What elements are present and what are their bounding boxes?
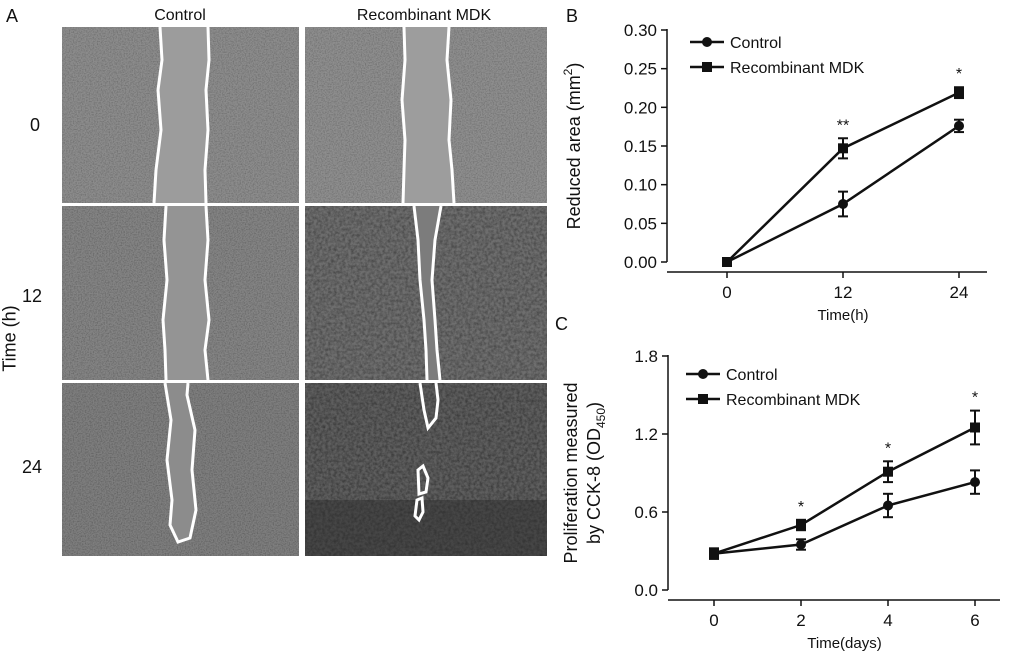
x-tick-label: 2 bbox=[796, 611, 805, 630]
y-axis-label-tail: ) bbox=[564, 63, 584, 69]
legend-marker-circle bbox=[698, 369, 708, 379]
panel-a-letter: A bbox=[6, 6, 19, 26]
row-label-24: 24 bbox=[22, 457, 43, 477]
micrograph-control-0h bbox=[62, 26, 299, 204]
y-tick-label: 0.10 bbox=[624, 176, 657, 195]
y-axis-label-line2-main: by CCK-8 (OD bbox=[584, 428, 604, 544]
x-axis-label: Time(days) bbox=[807, 635, 881, 652]
column-header-control: Control bbox=[154, 7, 206, 24]
legend-label: Control bbox=[726, 367, 778, 384]
data-point-control bbox=[970, 477, 980, 488]
micrograph-mdk-12h bbox=[305, 205, 547, 381]
micrograph-control-24h bbox=[62, 382, 299, 556]
micrograph-mdk-0h bbox=[305, 26, 547, 204]
significance-marker: * bbox=[972, 390, 978, 407]
row-label-12: 12 bbox=[22, 286, 43, 306]
legend-marker-square bbox=[698, 394, 708, 404]
series-line-mdk bbox=[713, 426, 976, 555]
x-tick-label: 0 bbox=[722, 283, 731, 302]
significance-marker: * bbox=[885, 440, 891, 457]
data-point-mdk bbox=[709, 548, 719, 559]
legend-marker-square bbox=[702, 62, 712, 72]
data-point-mdk bbox=[970, 422, 980, 433]
chart-c-proliferation: 0.0 0.6 1.2 1.8 0 2 4 6 * * * Control Recombinant MD… bbox=[561, 347, 1000, 652]
chart-b-reduced-area: 0.000.050.100.150.200.250.300 12 24***Cont… bbox=[561, 21, 987, 324]
y-axis-label-main: Reduced area (mm bbox=[564, 75, 584, 229]
data-point-control bbox=[954, 120, 964, 131]
data-point-mdk bbox=[722, 257, 732, 267]
y-axis-label-line2-tail: ) bbox=[584, 402, 604, 408]
data-point-control bbox=[883, 500, 893, 511]
legend-label: Control bbox=[730, 35, 782, 52]
micrograph-mdk-24h bbox=[305, 382, 547, 556]
y-tick-label: 1.8 bbox=[634, 347, 658, 366]
y-tick-label: 0.00 bbox=[624, 253, 657, 272]
y-axis-label-line1: Proliferation measured bbox=[561, 382, 581, 563]
y-tick-label: 0.30 bbox=[624, 21, 657, 40]
micrograph-panels bbox=[62, 26, 547, 556]
y-tick-label: 0.15 bbox=[624, 137, 657, 156]
y-axis-label-superscript: 2 bbox=[561, 68, 575, 75]
micrograph-control-12h bbox=[62, 205, 299, 381]
series-line-control bbox=[713, 480, 976, 555]
row-label-0: 0 bbox=[30, 115, 41, 135]
y-tick-label: 0.20 bbox=[624, 98, 657, 117]
y-axis-label-line2: by CCK-8 (OD450) bbox=[584, 402, 608, 544]
x-axis-label: Time(h) bbox=[817, 307, 868, 324]
x-tick-label: 0 bbox=[709, 611, 718, 630]
data-point-mdk bbox=[883, 466, 893, 477]
data-point-mdk bbox=[838, 143, 848, 154]
x-tick-label: 4 bbox=[883, 611, 892, 630]
y-tick-label: 0.25 bbox=[624, 60, 657, 79]
column-header-mdk: Recombinant MDK bbox=[356, 7, 492, 24]
data-point-mdk bbox=[954, 87, 964, 98]
x-tick-label: 24 bbox=[950, 283, 969, 302]
data-point-control bbox=[796, 539, 806, 550]
significance-marker: * bbox=[956, 66, 962, 83]
panel-c-letter: C bbox=[555, 314, 568, 334]
significance-marker: * bbox=[798, 499, 804, 516]
significance-marker: ** bbox=[837, 117, 849, 134]
legend-label: Recombinant MDK bbox=[726, 392, 861, 409]
x-tick-label: 6 bbox=[970, 611, 979, 630]
y-axis-label: Reduced area (mm2) bbox=[561, 63, 584, 230]
y-tick-label: 0.6 bbox=[634, 503, 658, 522]
legend-label: Recombinant MDK bbox=[730, 60, 865, 77]
y-tick-label: 0.0 bbox=[634, 581, 658, 600]
data-point-mdk bbox=[796, 520, 806, 530]
data-point-control bbox=[838, 199, 848, 209]
y-tick-label: 0.05 bbox=[624, 214, 657, 233]
x-tick-label: 12 bbox=[834, 283, 853, 302]
y-axis-label-subscript: 450 bbox=[594, 408, 608, 428]
panel-b-letter: B bbox=[566, 6, 579, 26]
y-tick-label: 1.2 bbox=[634, 425, 658, 444]
legend-marker-circle bbox=[702, 37, 712, 47]
